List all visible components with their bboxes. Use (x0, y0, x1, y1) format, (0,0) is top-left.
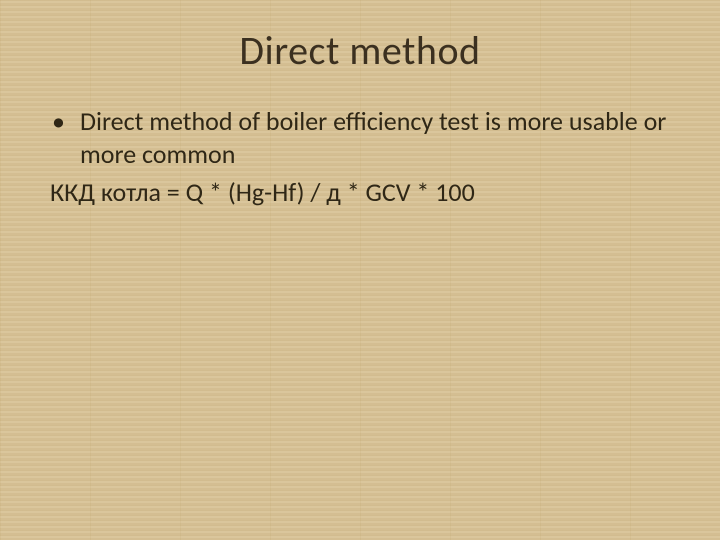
formula-text: ККД котла = Q * (Hg-Hf) / д * GCV * 100 (50, 170, 670, 209)
bullet-text: Direct method of boiler efficiency test … (80, 105, 670, 170)
bullet-item: • Direct method of boiler efficiency tes… (50, 105, 670, 170)
slide-body: • Direct method of boiler efficiency tes… (0, 75, 720, 209)
slide-title: Direct method (0, 0, 720, 75)
bullet-marker: • (50, 105, 80, 138)
slide: Direct method • Direct method of boiler … (0, 0, 720, 540)
